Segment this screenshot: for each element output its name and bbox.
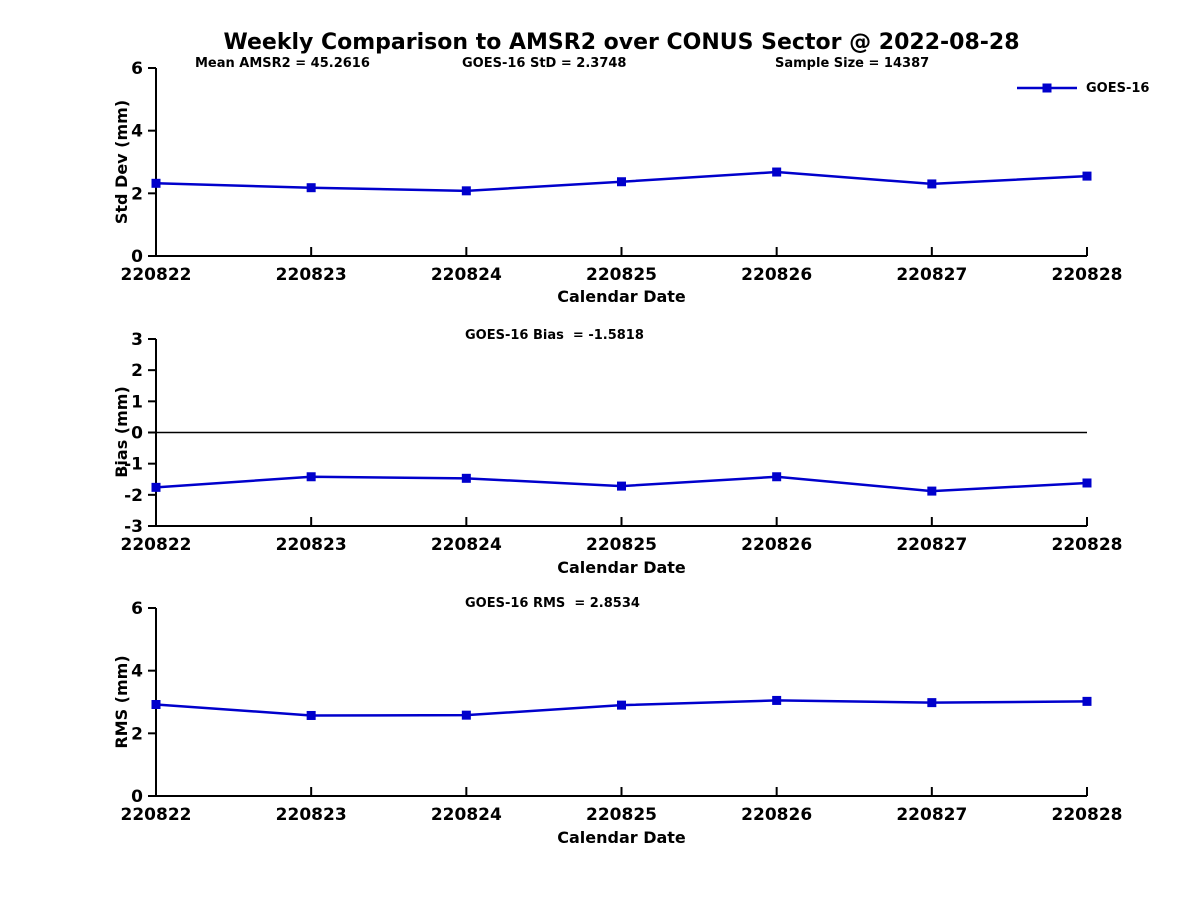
bias-y-tick-label: 0 xyxy=(131,424,143,444)
bias-data-point xyxy=(772,472,782,482)
rms-data-point xyxy=(461,710,471,720)
rms-y-tick-label: 2 xyxy=(131,724,143,744)
std-dev-x-tick-label: 220827 xyxy=(896,265,967,285)
rms-data-point xyxy=(151,700,161,710)
bias-data-point xyxy=(927,486,937,496)
y-axis-label-std-dev: Std Dev (mm) xyxy=(112,99,131,225)
annotation-goes16-rms: GOES-16 RMS = 2.8534 xyxy=(465,596,640,611)
bias-x-tick-label: 220822 xyxy=(121,535,192,555)
std-dev-y-tick-label: 6 xyxy=(131,59,143,79)
rms-data-point xyxy=(306,710,316,720)
bias-x-tick-label: 220826 xyxy=(741,535,812,555)
std-dev-data-point xyxy=(1082,171,1092,181)
std-dev-data-point xyxy=(772,167,782,177)
bias-y-tick-label: -2 xyxy=(124,486,143,506)
std-dev-axes xyxy=(155,68,1087,257)
bias-y-tick-label: -1 xyxy=(124,455,143,475)
x-axis-label-calendar-date-3: Calendar Date xyxy=(557,828,686,847)
bias-data-point xyxy=(617,481,626,491)
std-dev-data-point xyxy=(306,183,316,193)
std-dev-data-point xyxy=(927,179,937,189)
rms-y-tick-label: 4 xyxy=(131,662,143,682)
x-axis-label-calendar-date-2: Calendar Date xyxy=(557,558,686,577)
y-axis-label-bias: Bias (mm) xyxy=(112,386,131,478)
std-dev-data-point xyxy=(151,178,161,188)
annotation-goes16-std: GOES-16 StD = 2.3748 xyxy=(462,56,627,71)
rms-data-point xyxy=(617,700,626,710)
bias-data-point xyxy=(1082,478,1092,488)
bias-y-tick-label: 2 xyxy=(131,361,143,381)
rms-x-tick-label: 220824 xyxy=(431,805,502,825)
bias-x-tick-label: 220828 xyxy=(1052,535,1123,555)
bias-y-tick-label: 3 xyxy=(131,330,143,350)
std-dev-y-tick-label: 0 xyxy=(131,247,143,267)
annotation-sample-size: Sample Size = 14387 xyxy=(775,56,930,71)
rms-x-tick-label: 220826 xyxy=(741,805,812,825)
annotation-goes16-bias: GOES-16 Bias = -1.5818 xyxy=(465,328,644,343)
rms-x-tick-label: 220827 xyxy=(896,805,967,825)
std-dev-y-tick-label: 4 xyxy=(131,122,143,142)
std-dev-x-tick-label: 220828 xyxy=(1052,265,1123,285)
rms-data-point xyxy=(1082,696,1092,706)
rms-y-tick-label: 0 xyxy=(131,787,143,807)
std-dev-data-point xyxy=(461,186,471,196)
bias-x-tick-label: 220824 xyxy=(431,535,502,555)
bias-data-point xyxy=(461,473,471,483)
bias-y-tick-label: 1 xyxy=(131,392,143,412)
annotation-mean-amsr2: Mean AMSR2 = 45.2616 xyxy=(195,56,370,71)
figure-title: Weekly Comparison to AMSR2 over CONUS Se… xyxy=(223,30,1020,55)
bias-x-tick-label: 220827 xyxy=(896,535,967,555)
y-axis-label-rms: RMS (mm) xyxy=(112,655,131,749)
std-dev-x-tick-label: 220826 xyxy=(741,265,812,285)
rms-x-tick-label: 220822 xyxy=(121,805,192,825)
rms-data-point xyxy=(927,698,937,708)
bias-data-point xyxy=(151,482,161,492)
legend-label-goes16: GOES-16 xyxy=(1086,81,1150,96)
rms-x-tick-label: 220825 xyxy=(586,805,657,825)
std-dev-x-tick-label: 220822 xyxy=(121,265,192,285)
std-dev-x-tick-label: 220824 xyxy=(431,265,502,285)
std-dev-data-point xyxy=(617,177,626,187)
bias-y-tick-label: -3 xyxy=(124,517,143,537)
legend-marker-sample xyxy=(1042,83,1052,93)
std-dev-x-tick-label: 220823 xyxy=(276,265,347,285)
rms-data-point xyxy=(772,695,782,705)
std-dev-y-tick-label: 2 xyxy=(131,184,143,204)
bias-data-point xyxy=(306,472,316,482)
bias-x-tick-label: 220825 xyxy=(586,535,657,555)
x-axis-label-calendar-date-1: Calendar Date xyxy=(557,287,686,306)
rms-x-tick-label: 220828 xyxy=(1052,805,1123,825)
std-dev-x-tick-label: 220825 xyxy=(586,265,657,285)
bias-x-tick-label: 220823 xyxy=(276,535,347,555)
rms-y-tick-label: 6 xyxy=(131,599,143,619)
rms-x-tick-label: 220823 xyxy=(276,805,347,825)
